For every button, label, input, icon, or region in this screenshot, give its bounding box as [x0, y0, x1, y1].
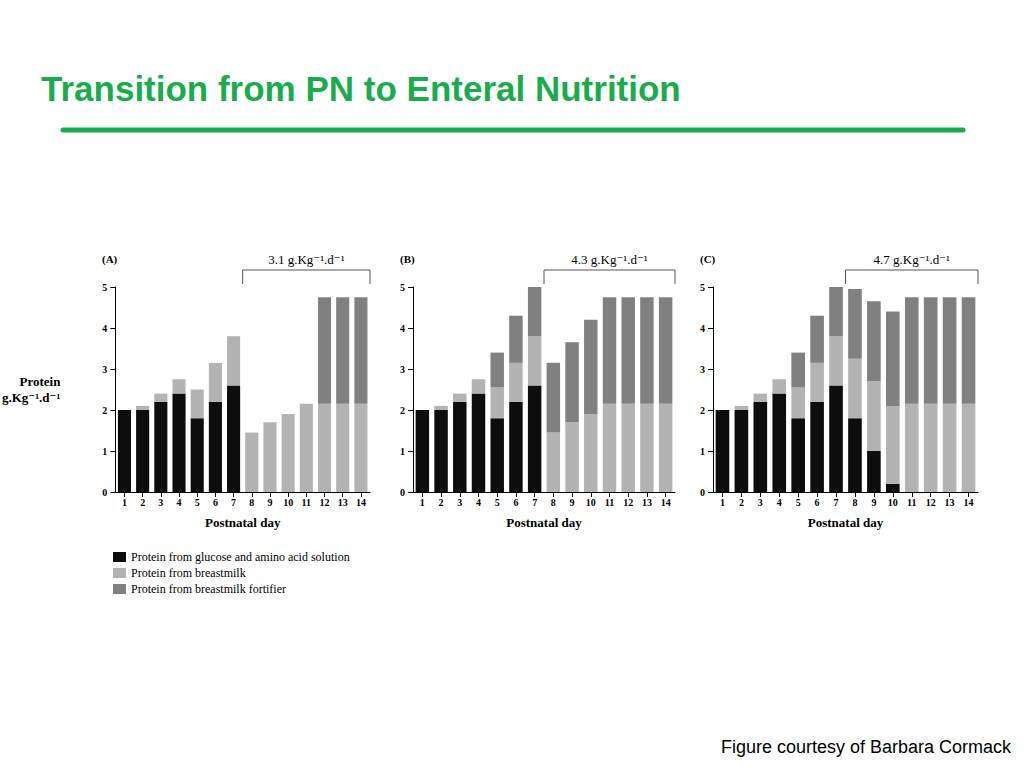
svg-text:6: 6: [815, 497, 820, 508]
svg-text:3: 3: [457, 497, 462, 508]
svg-text:Protein: Protein: [19, 374, 61, 389]
svg-text:7: 7: [231, 497, 236, 508]
svg-text:4: 4: [476, 497, 481, 508]
svg-text:11: 11: [302, 497, 311, 508]
svg-text:2: 2: [400, 405, 405, 416]
svg-text:4: 4: [177, 497, 182, 508]
svg-text:Figure courtesy of Barbara Cor: Figure courtesy of Barbara Cormack: [721, 737, 1012, 757]
svg-text:3: 3: [158, 497, 163, 508]
svg-text:10: 10: [283, 497, 293, 508]
svg-text:2: 2: [439, 497, 444, 508]
svg-text:Postnatal day: Postnatal day: [205, 515, 281, 530]
svg-text:5: 5: [796, 497, 801, 508]
svg-text:1: 1: [720, 497, 725, 508]
svg-text:11: 11: [907, 497, 916, 508]
svg-text:8: 8: [551, 497, 556, 508]
svg-text:13: 13: [642, 497, 652, 508]
svg-text:9: 9: [267, 497, 272, 508]
svg-text:(A): (A): [102, 253, 118, 266]
svg-text:7: 7: [834, 497, 839, 508]
svg-text:0: 0: [102, 487, 107, 498]
svg-text:Protein from glucose and amino: Protein from glucose and amino acid solu…: [131, 550, 350, 564]
svg-text:1: 1: [122, 497, 127, 508]
svg-text:3.1 g.Kg⁻¹.d⁻¹: 3.1 g.Kg⁻¹.d⁻¹: [268, 252, 345, 267]
svg-text:12: 12: [926, 497, 936, 508]
svg-text:4.3 g.Kg⁻¹.d⁻¹: 4.3 g.Kg⁻¹.d⁻¹: [571, 252, 648, 267]
svg-text:5: 5: [102, 282, 107, 293]
svg-text:4: 4: [700, 323, 705, 334]
svg-text:3: 3: [102, 364, 107, 375]
svg-text:6: 6: [213, 497, 218, 508]
svg-text:5: 5: [495, 497, 500, 508]
svg-text:g.Kg⁻¹.d⁻¹: g.Kg⁻¹.d⁻¹: [2, 390, 60, 405]
svg-text:9: 9: [570, 497, 575, 508]
svg-text:0: 0: [700, 487, 705, 498]
svg-text:14: 14: [964, 497, 974, 508]
svg-text:4: 4: [400, 323, 405, 334]
svg-text:11: 11: [605, 497, 614, 508]
svg-text:5: 5: [195, 497, 200, 508]
svg-text:3: 3: [700, 364, 705, 375]
svg-text:2: 2: [739, 497, 744, 508]
svg-text:2: 2: [700, 405, 705, 416]
svg-text:5: 5: [700, 282, 705, 293]
svg-text:1: 1: [400, 446, 405, 457]
svg-text:Protein from breastmilk: Protein from breastmilk: [131, 566, 246, 580]
svg-text:Postnatal day: Postnatal day: [808, 515, 884, 530]
svg-text:12: 12: [320, 497, 330, 508]
svg-text:(B): (B): [400, 253, 415, 266]
svg-text:2: 2: [140, 497, 145, 508]
svg-text:14: 14: [356, 497, 366, 508]
svg-text:Protein from breastmilk fortif: Protein from breastmilk fortifier: [131, 582, 286, 596]
svg-text:3: 3: [758, 497, 763, 508]
svg-text:10: 10: [888, 497, 898, 508]
svg-text:7: 7: [532, 497, 537, 508]
svg-text:10: 10: [586, 497, 596, 508]
svg-text:6: 6: [513, 497, 518, 508]
svg-text:5: 5: [400, 282, 405, 293]
svg-text:14: 14: [661, 497, 671, 508]
svg-text:4: 4: [102, 323, 107, 334]
svg-text:13: 13: [338, 497, 348, 508]
svg-text:13: 13: [945, 497, 955, 508]
svg-text:Postnatal day: Postnatal day: [506, 515, 582, 530]
svg-text:8: 8: [249, 497, 254, 508]
svg-text:3: 3: [400, 364, 405, 375]
svg-text:Transition from PN to Enteral: Transition from PN to Enteral Nutrition: [41, 69, 681, 108]
svg-text:4: 4: [777, 497, 782, 508]
svg-text:1: 1: [420, 497, 425, 508]
svg-text:9: 9: [871, 497, 876, 508]
svg-text:8: 8: [852, 497, 857, 508]
svg-text:(C): (C): [700, 253, 716, 266]
svg-text:1: 1: [700, 446, 705, 457]
svg-text:0: 0: [400, 487, 405, 498]
svg-text:2: 2: [102, 405, 107, 416]
svg-text:4.7 g.Kg⁻¹.d⁻¹: 4.7 g.Kg⁻¹.d⁻¹: [874, 252, 951, 267]
svg-text:1: 1: [102, 446, 107, 457]
svg-text:12: 12: [623, 497, 633, 508]
